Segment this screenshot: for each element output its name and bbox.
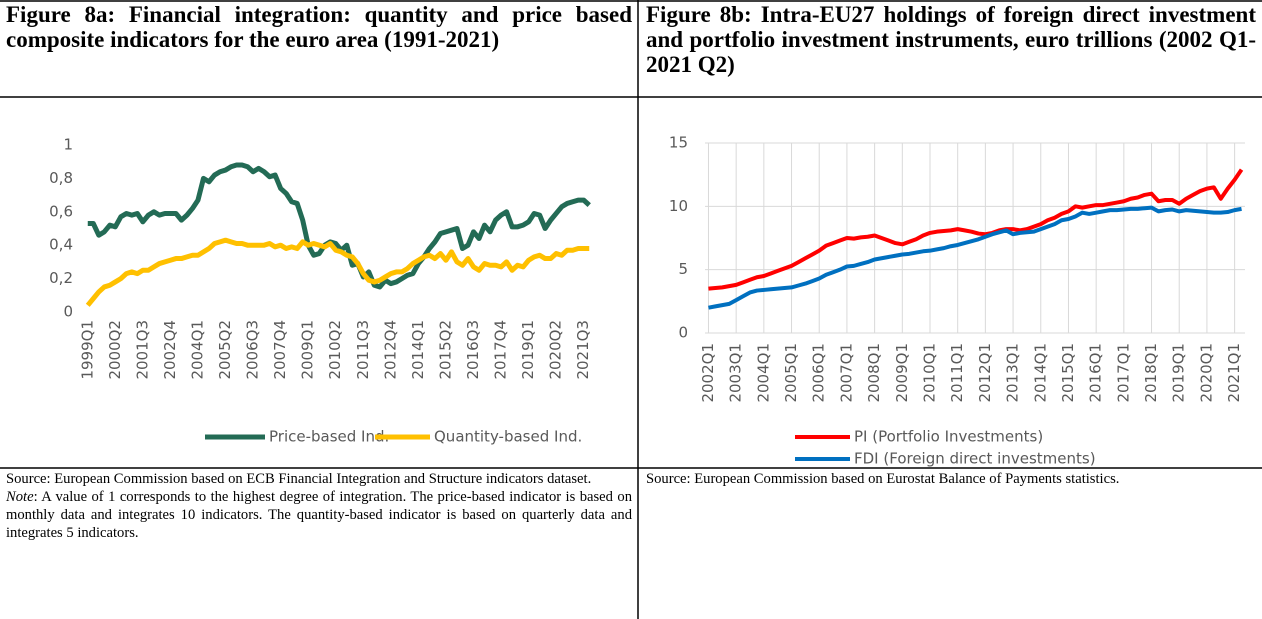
y-tick-label: 1 bbox=[63, 136, 73, 154]
x-tick-label: 2012Q1 bbox=[976, 343, 994, 403]
legend-label: PI (Portfolio Investments) bbox=[854, 428, 1043, 446]
y-tick-label: 10 bbox=[669, 197, 688, 215]
y-tick-label: 5 bbox=[678, 260, 688, 278]
series-line bbox=[708, 168, 1244, 291]
footnote: Source: European Commission based on ECB… bbox=[6, 470, 632, 542]
x-tick-label: 2010Q1 bbox=[921, 343, 939, 403]
y-tick-label: 0,4 bbox=[49, 236, 73, 254]
legend-label: Price-based Ind. bbox=[269, 428, 389, 446]
x-tick-label: 2002Q1 bbox=[699, 343, 717, 403]
x-tick-label: 2013Q1 bbox=[1004, 343, 1022, 403]
x-tick-label: 2006Q3 bbox=[244, 320, 262, 380]
x-tick-label: 2010Q2 bbox=[326, 320, 344, 380]
x-tick-label: 2017Q4 bbox=[492, 320, 510, 380]
x-tick-label: 2021Q1 bbox=[1225, 343, 1243, 403]
y-tick-label: 0,2 bbox=[49, 269, 73, 287]
x-tick-label: 2004Q1 bbox=[754, 343, 772, 403]
x-tick-label: 2005Q2 bbox=[216, 320, 234, 380]
y-tick-label: 15 bbox=[669, 134, 688, 152]
y-tick-label: 0,8 bbox=[49, 169, 73, 187]
source: Source: European Commission based on ECB… bbox=[6, 471, 592, 487]
x-tick-label: 2018Q1 bbox=[1142, 343, 1160, 403]
x-tick-label: 1999Q1 bbox=[78, 320, 96, 380]
note-label: Note bbox=[6, 489, 34, 505]
x-tick-label: 2021Q3 bbox=[574, 320, 592, 380]
series-line bbox=[85, 237, 590, 307]
x-tick-label: 2015Q1 bbox=[1059, 343, 1077, 403]
x-tick-label: 2007Q1 bbox=[837, 343, 855, 403]
series-line bbox=[87, 162, 591, 290]
y-tick-label: 0,6 bbox=[49, 202, 73, 220]
x-tick-label: 2016Q1 bbox=[1087, 343, 1105, 403]
x-tick-label: 2015Q2 bbox=[436, 320, 454, 380]
x-tick-label: 2001Q3 bbox=[133, 320, 151, 380]
source: Source: European Commission based on Eur… bbox=[646, 471, 1120, 487]
x-tick-label: 2000Q2 bbox=[106, 320, 124, 380]
x-tick-label: 2007Q4 bbox=[271, 320, 289, 380]
x-tick-label: 2019Q1 bbox=[519, 320, 537, 380]
x-tick-label: 2011Q1 bbox=[948, 343, 966, 403]
x-tick-label: 2017Q1 bbox=[1114, 343, 1132, 403]
figure-title: Figure 8b: Intra-EU27 holdings of foreig… bbox=[646, 2, 1256, 77]
series-line bbox=[708, 205, 1242, 310]
x-tick-label: 2008Q1 bbox=[865, 343, 883, 403]
x-tick-label: 2011Q3 bbox=[354, 320, 372, 380]
note: Note: A value of 1 corresponds to the hi… bbox=[6, 488, 632, 542]
x-tick-label: 2012Q4 bbox=[381, 320, 399, 380]
x-tick-label: 2005Q1 bbox=[782, 343, 800, 403]
x-tick-label: 2019Q1 bbox=[1170, 343, 1188, 403]
figure-title: Figure 8a: Financial integration: quanti… bbox=[6, 2, 632, 52]
note-text: : A value of 1 corresponds to the highes… bbox=[6, 489, 632, 541]
x-tick-label: 2016Q3 bbox=[464, 320, 482, 380]
legend-label: FDI (Foreign direct investments) bbox=[854, 450, 1096, 468]
x-tick-label: 2006Q1 bbox=[810, 343, 828, 403]
x-tick-label: 2003Q1 bbox=[727, 343, 745, 403]
y-tick-label: 0 bbox=[678, 324, 688, 342]
x-tick-label: 2002Q4 bbox=[161, 320, 179, 380]
x-tick-label: 2020Q2 bbox=[547, 320, 565, 380]
x-tick-label: 2014Q1 bbox=[409, 320, 427, 380]
y-tick-label: 0 bbox=[63, 303, 73, 321]
x-tick-label: 2009Q1 bbox=[893, 343, 911, 403]
x-tick-label: 2004Q1 bbox=[188, 320, 206, 380]
legend-label: Quantity-based Ind. bbox=[434, 428, 582, 446]
x-tick-label: 2009Q1 bbox=[299, 320, 317, 380]
x-tick-label: 2014Q1 bbox=[1031, 343, 1049, 403]
x-tick-label: 2020Q1 bbox=[1197, 343, 1215, 403]
